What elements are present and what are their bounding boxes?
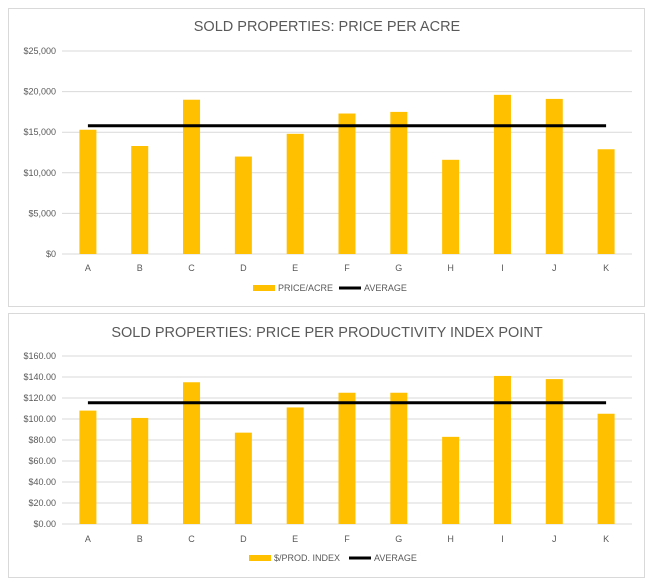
legend-swatch-bar	[249, 555, 271, 561]
y-tick-label: $15,000	[23, 127, 56, 137]
chart-panel-price-per-acre: SOLD PROPERTIES: PRICE PER ACRE $0 $5,000…	[8, 8, 645, 307]
chart-title: SOLD PROPERTIES: PRICE PER ACRE	[194, 19, 461, 35]
y-tick-label: $20.00	[28, 498, 56, 508]
x-tick-label: J	[552, 263, 557, 273]
bar	[286, 133, 304, 254]
bar	[286, 407, 304, 524]
bar	[183, 99, 201, 254]
x-tick-label: B	[137, 534, 143, 544]
x-tick-label: H	[447, 534, 454, 544]
bar	[597, 149, 615, 254]
x-tick-label: C	[188, 534, 195, 544]
bar	[442, 159, 460, 254]
legend-label: AVERAGE	[374, 553, 417, 563]
x-tick-label: G	[395, 263, 402, 273]
bar	[493, 375, 511, 524]
x-tick-label: E	[292, 263, 298, 273]
y-tick-label: $10,000	[23, 168, 56, 178]
legend: PRICE/ACRE AVERAGE	[253, 283, 407, 293]
legend-label: AVERAGE	[364, 283, 407, 293]
y-tick-label: $20,000	[23, 87, 56, 97]
x-tick-label: C	[188, 263, 195, 273]
x-tick-label: J	[552, 534, 557, 544]
y-tick-label: $100.00	[23, 414, 56, 424]
y-tick-label: $60.00	[28, 456, 56, 466]
x-tick-label: A	[85, 263, 91, 273]
bar	[183, 382, 201, 524]
x-tick-label: K	[603, 534, 609, 544]
chart-panel-price-per-pi-point: SOLD PROPERTIES: PRICE PER PRODUCTIVITY …	[8, 313, 645, 578]
y-tick-label: $140.00	[23, 372, 56, 382]
x-tick-label: F	[344, 534, 350, 544]
bar	[338, 113, 356, 254]
legend-label: $/PROD. INDEX	[274, 553, 340, 563]
y-tick-label: $80.00	[28, 435, 56, 445]
bar	[545, 379, 563, 524]
x-tick-label: D	[240, 534, 247, 544]
x-tick-label: H	[447, 263, 454, 273]
x-tick-label: F	[344, 263, 350, 273]
y-tick-label: $0.00	[33, 519, 56, 529]
bar	[597, 413, 615, 524]
bar	[390, 392, 408, 524]
bar	[79, 410, 97, 524]
x-tick-label: B	[137, 263, 143, 273]
x-tick-label: A	[85, 534, 91, 544]
y-tick-label: $160.00	[23, 351, 56, 361]
chart-price-per-acre: SOLD PROPERTIES: PRICE PER ACRE $0 $5,000…	[23, 19, 632, 293]
x-tick-label: G	[395, 534, 402, 544]
x-tick-label: K	[603, 263, 609, 273]
y-tick-label: $0	[46, 249, 56, 259]
y-tick-label: $5,000	[28, 208, 56, 218]
x-tick-label: I	[501, 534, 504, 544]
legend-swatch-bar	[253, 285, 275, 291]
chart-title: SOLD PROPERTIES: PRICE PER PRODUCTIVITY …	[111, 325, 542, 341]
bar	[338, 392, 356, 524]
bar	[234, 432, 252, 524]
legend: $/PROD. INDEX AVERAGE	[249, 553, 417, 563]
y-tick-label: $120.00	[23, 393, 56, 403]
legend-label: PRICE/ACRE	[278, 283, 333, 293]
bar	[545, 98, 563, 255]
y-tick-label: $40.00	[28, 477, 56, 487]
bar	[131, 417, 149, 524]
x-tick-label: I	[501, 263, 504, 273]
bar	[131, 146, 149, 254]
x-tick-label: D	[240, 263, 247, 273]
bar	[234, 156, 252, 254]
y-tick-label: $25,000	[23, 46, 56, 56]
bar	[442, 436, 460, 524]
chart-price-per-productivity-index: SOLD PROPERTIES: PRICE PER PRODUCTIVITY …	[23, 325, 632, 563]
bar	[79, 129, 97, 254]
x-tick-label: E	[292, 534, 298, 544]
bar	[493, 94, 511, 255]
bar	[390, 111, 408, 255]
